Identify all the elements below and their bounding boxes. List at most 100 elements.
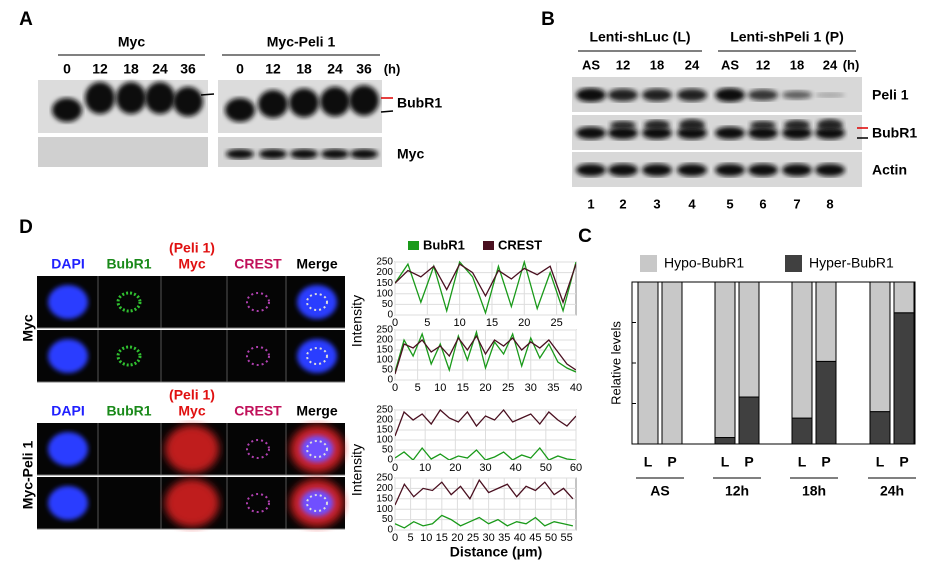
decoration — [297, 339, 337, 373]
decoration — [782, 163, 812, 177]
decoration — [116, 345, 142, 367]
trace-line — [395, 478, 574, 506]
y-tick-label: 100 — [376, 504, 393, 515]
x-tick-label: 20 — [451, 532, 463, 544]
x-tick-label: 20 — [479, 382, 491, 394]
decoration — [258, 90, 288, 118]
x-tick-label: 10 — [420, 532, 432, 544]
x-tick-label: 10 — [434, 382, 446, 394]
y-tick-label: 250 — [376, 405, 393, 416]
lane-label: 18 — [650, 57, 664, 72]
decoration — [116, 291, 142, 313]
y-tick-label: 200 — [376, 267, 393, 278]
lane-label: 12 — [616, 57, 630, 72]
y-tick-label: 250 — [376, 325, 393, 336]
x-tick-label: 30 — [479, 462, 491, 474]
decoration — [350, 149, 378, 159]
decoration — [306, 293, 328, 311]
bar-segment — [893, 281, 915, 314]
decoration — [748, 89, 778, 101]
x-tick-label: P — [667, 454, 676, 470]
y-tick-label: 100 — [376, 435, 393, 446]
bar-segment — [637, 281, 659, 445]
y-tick-label: 150 — [376, 425, 393, 436]
x-tick-label: 40 — [514, 532, 526, 544]
decoration — [715, 163, 745, 177]
blot-label: BubR1 — [397, 95, 442, 111]
column-header: (Peli 1) — [169, 240, 215, 256]
decoration — [320, 86, 350, 117]
x-tick-label: 0 — [392, 382, 398, 394]
legend-label: Hypo-BubR1 — [664, 255, 744, 271]
legend-label: BubR1 — [423, 237, 465, 252]
x-tick-label: 50 — [545, 532, 557, 544]
decoration — [38, 137, 208, 167]
x-tick-label: 20 — [518, 317, 530, 329]
lane-number: 2 — [619, 196, 626, 211]
legend-swatch — [483, 241, 494, 250]
lane-label: AS — [582, 57, 600, 72]
trace-line — [395, 263, 576, 305]
decoration — [784, 120, 810, 130]
group-label: 18h — [802, 483, 826, 499]
decoration — [246, 439, 270, 459]
row-label: Myc-Peli 1 — [20, 441, 36, 510]
lane-number: 3 — [653, 196, 660, 211]
y-tick-label: 150 — [376, 345, 393, 356]
y-axis-label: Relative levels — [608, 321, 623, 405]
lane-number: 7 — [793, 196, 800, 211]
decoration — [246, 493, 270, 513]
x-tick-label: L — [644, 454, 653, 470]
decoration — [246, 292, 270, 312]
decoration — [289, 88, 319, 118]
decoration — [608, 88, 638, 102]
x-tick-label: 15 — [436, 532, 448, 544]
y-tick-label: 250 — [376, 473, 393, 484]
group-label: Myc-Peli 1 — [267, 34, 336, 50]
x-tick-label: P — [821, 454, 830, 470]
decoration — [748, 163, 778, 177]
x-tick-label: 25 — [467, 532, 479, 544]
blot-label: Myc — [397, 146, 424, 162]
bar-segment — [791, 281, 813, 419]
y-tick-label: 200 — [376, 335, 393, 346]
trace-line — [395, 408, 576, 437]
bar-segment — [738, 281, 760, 398]
column-header: Merge — [296, 256, 337, 272]
x-tick-label: 30 — [525, 382, 537, 394]
y-tick-label: 250 — [376, 257, 393, 268]
bar-segment — [791, 417, 813, 445]
lane-label: 0 — [63, 61, 71, 77]
decoration — [349, 85, 379, 116]
x-tick-label: 30 — [482, 532, 494, 544]
decoration — [782, 90, 812, 100]
bar-segment — [714, 281, 736, 439]
x-tick-label: 55 — [561, 532, 573, 544]
x-tick-label: 60 — [570, 462, 582, 474]
bar-segment — [893, 312, 915, 445]
decoration — [608, 163, 638, 177]
column-header: Myc — [178, 256, 205, 272]
decoration — [642, 163, 672, 177]
y-tick-label: 50 — [382, 514, 394, 525]
decoration — [297, 285, 337, 319]
x-tick-label: 15 — [457, 382, 469, 394]
column-header: Merge — [296, 403, 337, 419]
y-tick-label: 0 — [387, 525, 393, 536]
y-tick-label: 50 — [382, 299, 394, 310]
decoration — [306, 347, 328, 365]
bar-segment — [869, 411, 891, 445]
decoration — [259, 149, 287, 159]
group-label: 24h — [880, 483, 904, 499]
decoration — [817, 119, 843, 131]
decoration — [145, 82, 175, 114]
decoration — [290, 149, 318, 159]
x-tick-label: P — [744, 454, 753, 470]
decoration — [677, 88, 707, 102]
x-tick-label: 5 — [424, 317, 430, 329]
panel-label: D — [19, 217, 33, 238]
decoration — [301, 436, 333, 462]
trace-line — [395, 446, 576, 460]
y-tick-label: 150 — [376, 493, 393, 504]
